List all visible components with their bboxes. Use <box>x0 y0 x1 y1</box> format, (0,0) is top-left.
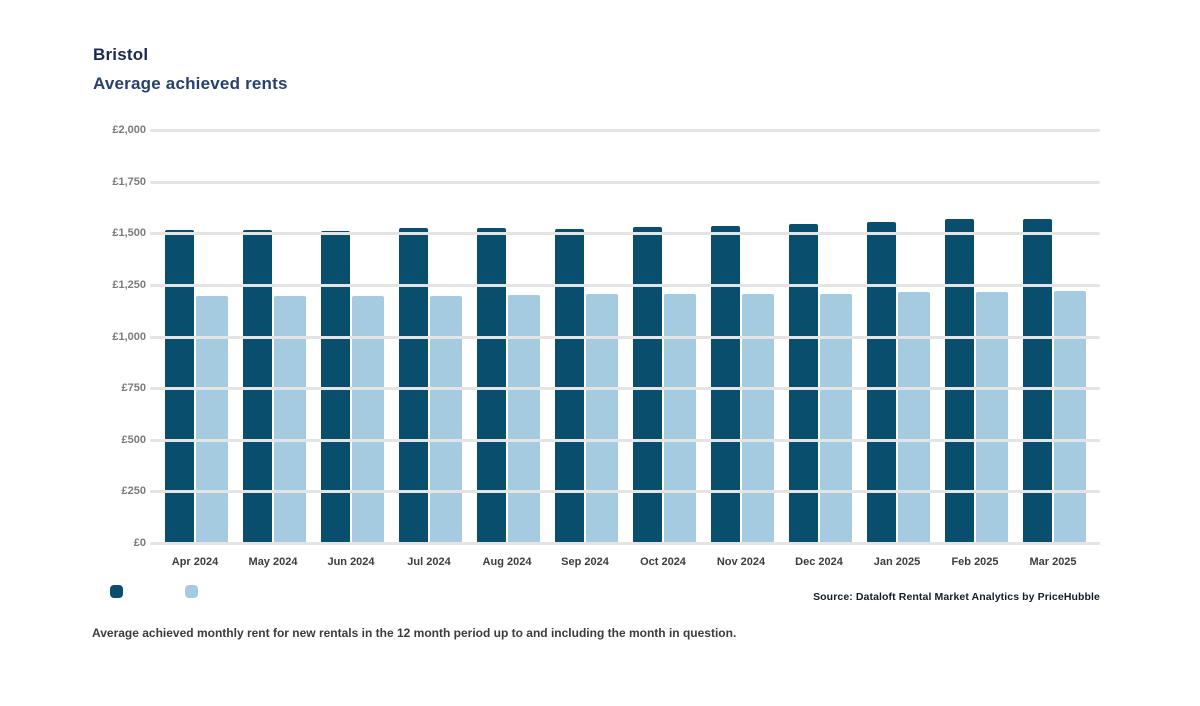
light-series-bar <box>508 295 540 543</box>
x-axis-label: Jun 2024 <box>327 556 375 568</box>
y-axis-label: £2,000 <box>112 124 146 136</box>
legend-swatch <box>110 585 123 598</box>
gridline <box>150 387 1100 390</box>
y-axis-label: £1,250 <box>112 279 146 291</box>
x-axis-label: Jan 2025 <box>873 556 921 568</box>
chart-title: Bristol <box>93 45 149 64</box>
dark-series-bar <box>789 224 818 543</box>
dark-series-bar <box>477 228 506 543</box>
light-series-bar <box>898 292 930 543</box>
x-axis-label: Jul 2024 <box>407 556 451 568</box>
chart-footnote: Average achieved monthly rent for new re… <box>92 626 737 640</box>
dark-series-bar <box>945 219 974 543</box>
y-axis-label: £0 <box>133 537 146 549</box>
dark-series-bar <box>711 226 740 543</box>
gridline <box>150 129 1100 132</box>
x-axis-label: Dec 2024 <box>795 556 843 568</box>
light-series-bar <box>820 294 852 543</box>
x-axis-label: Feb 2025 <box>951 556 999 568</box>
dark-series-bar <box>555 229 584 543</box>
x-axis-label: Apr 2024 <box>171 556 219 568</box>
x-axis-label: Mar 2025 <box>1029 556 1077 568</box>
gridline <box>150 490 1100 493</box>
gridline <box>150 181 1100 184</box>
light-series-bar <box>274 296 306 543</box>
legend-swatch <box>185 585 198 598</box>
x-axis-label: Sep 2024 <box>561 556 609 568</box>
light-series-bar <box>586 294 618 543</box>
y-axis-label: £1,500 <box>112 227 146 239</box>
y-axis-label: £500 <box>121 434 146 446</box>
light-series-bar <box>664 294 696 543</box>
y-axis-label: £250 <box>121 485 146 497</box>
dark-series-bar <box>867 222 896 543</box>
x-axis-label: Oct 2024 <box>640 556 686 568</box>
y-axis-label: £1,000 <box>112 331 146 343</box>
source-attribution: Source: Dataloft Rental Market Analytics… <box>813 591 1100 603</box>
x-axis-label: May 2024 <box>248 556 298 568</box>
light-series-bar <box>1054 291 1086 543</box>
light-series-bar <box>196 296 228 543</box>
dark-series-bar <box>399 228 428 543</box>
light-series-bar <box>352 296 384 543</box>
y-axis-label: £1,750 <box>112 176 146 188</box>
gridline <box>150 439 1100 442</box>
x-axis-label: Aug 2024 <box>482 556 532 568</box>
light-series-bar <box>430 296 462 543</box>
x-axis-label: Nov 2024 <box>716 556 766 568</box>
gridline <box>150 542 1100 545</box>
light-series-bar <box>742 294 774 543</box>
gridline <box>150 284 1100 287</box>
dark-series-bar <box>1023 219 1052 543</box>
chart-subtitle: Average achieved rents <box>93 74 288 93</box>
light-series-bar <box>976 292 1008 543</box>
y-axis-label: £750 <box>121 382 146 394</box>
dark-series-bar <box>633 227 662 543</box>
gridline <box>150 232 1100 235</box>
gridline <box>150 336 1100 339</box>
